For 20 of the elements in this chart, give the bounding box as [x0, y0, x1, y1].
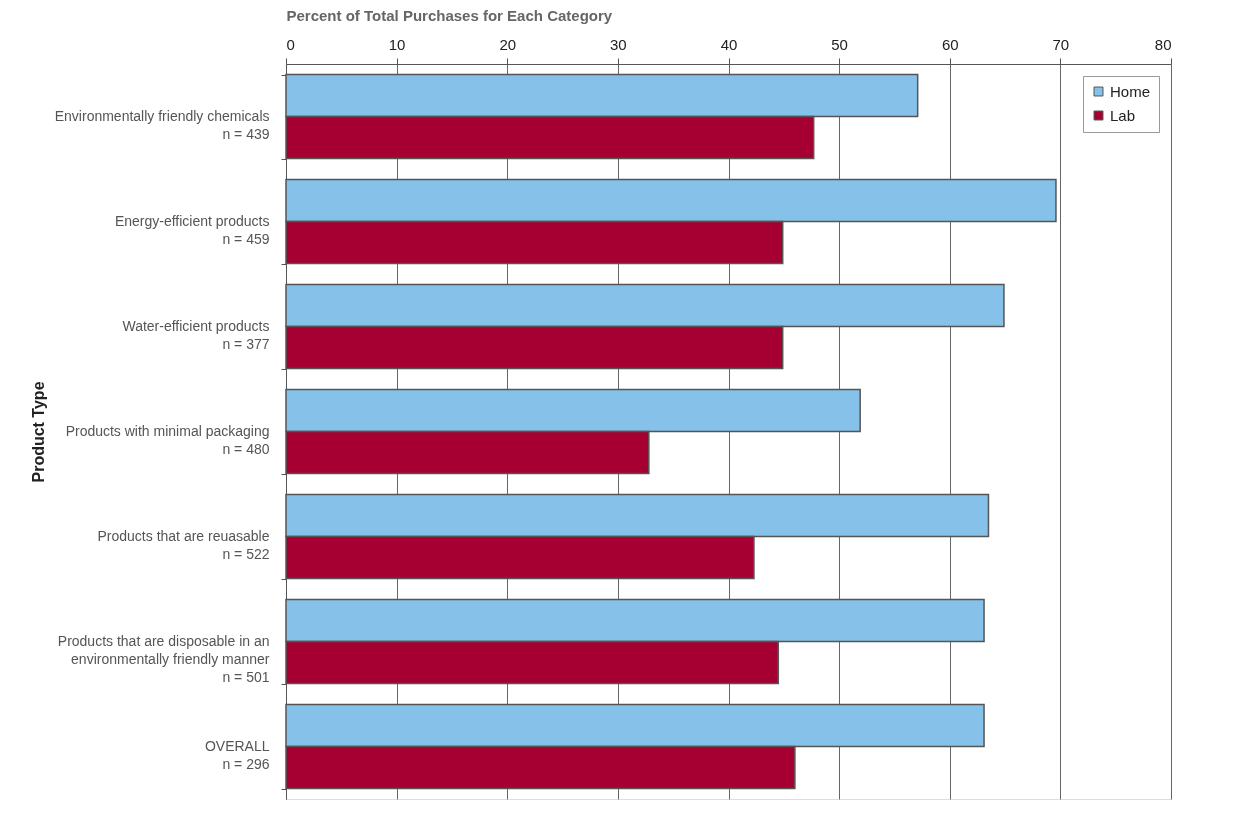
- x-tick-label: 80: [1154, 35, 1172, 53]
- x-tick-label: 0: [286, 35, 295, 53]
- y-tick-label: Products with minimal packaging n = 480: [65, 423, 270, 457]
- x-axis-title: Percent of Total Purchases for Each Category: [286, 6, 613, 24]
- x-tick-label: 40: [720, 35, 738, 53]
- x-tick-label: 30: [610, 35, 627, 53]
- x-tick-label: 50: [831, 35, 848, 53]
- y-tick-label: Environmentally friendly chemicals n = 439: [54, 108, 270, 142]
- legend-label: Lab: [1110, 106, 1136, 124]
- x-tick-label: 70: [1052, 35, 1070, 53]
- y-tick-label: OVERALL n = 296: [204, 738, 270, 772]
- y-tick-label: Water-efficient products n = 377: [122, 318, 270, 352]
- y-axis-title: Product Type: [29, 381, 47, 483]
- legend-label: Home: [1110, 82, 1151, 100]
- x-tick-label: 20: [499, 35, 517, 53]
- x-tick-label: 10: [388, 35, 406, 53]
- x-tick-label: 60: [941, 35, 959, 53]
- y-tick-label: Energy-efficient products n = 459: [114, 213, 270, 247]
- y-tick-label: Products that are reuasable n = 522: [97, 528, 270, 562]
- y-tick-label: Products that are disposable in an environmentally friendly manner n = 501: [57, 633, 270, 685]
